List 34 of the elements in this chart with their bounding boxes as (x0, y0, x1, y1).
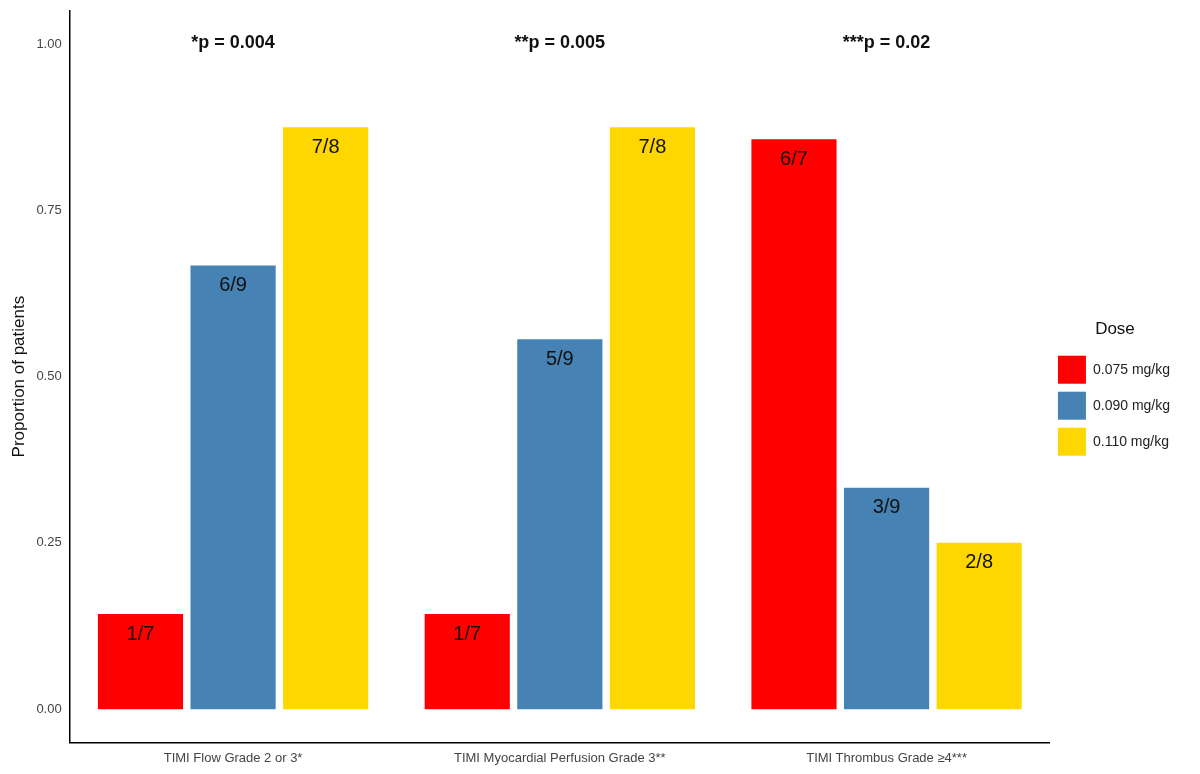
y-axis-title: Proportion of patients (8, 295, 28, 458)
bar (751, 139, 837, 710)
legend-label: 0.090 mg/kg (1092, 396, 1171, 413)
bar (424, 614, 510, 710)
data-label: 2/8 (965, 550, 994, 573)
data-label: 7/8 (638, 134, 667, 157)
data-label: 6/9 (219, 273, 247, 296)
data-label: 1/7 (126, 621, 155, 644)
legend-label: 0.075 mg/kg (1092, 360, 1171, 377)
y-tick-label: 1.00 (36, 35, 62, 51)
x-tick-label: TIMI Flow Grade 2 or 3* (163, 749, 303, 765)
bar (283, 127, 369, 710)
data-label: 3/9 (872, 495, 901, 518)
data-label: 6/7 (780, 146, 808, 169)
x-tick-label: TIMI Myocardial Perfusion Grade 3** (453, 749, 666, 765)
bar (190, 265, 276, 710)
annotation: *p = 0.004 (191, 31, 275, 52)
annotation: ***p = 0.02 (842, 31, 931, 52)
x-tick-label: TIMI Thrombus Grade ≥4*** (806, 749, 967, 765)
bar (843, 487, 930, 710)
legend-title: Dose (1095, 319, 1135, 339)
bar (97, 614, 184, 710)
y-tick-label: 0.75 (36, 201, 62, 217)
data-label: 7/8 (311, 134, 340, 157)
y-tick-label: 0.50 (36, 368, 62, 384)
y-tick-label: 0.25 (36, 534, 62, 550)
y-tick-label: 0.00 (36, 700, 62, 716)
bar (609, 127, 695, 710)
bar (517, 339, 603, 710)
annotation: **p = 0.005 (514, 31, 606, 52)
data-label: 1/7 (453, 621, 482, 644)
data-label: 5/9 (545, 346, 574, 369)
bar (936, 542, 1022, 710)
legend-label: 0.110 mg/kg (1092, 432, 1169, 449)
